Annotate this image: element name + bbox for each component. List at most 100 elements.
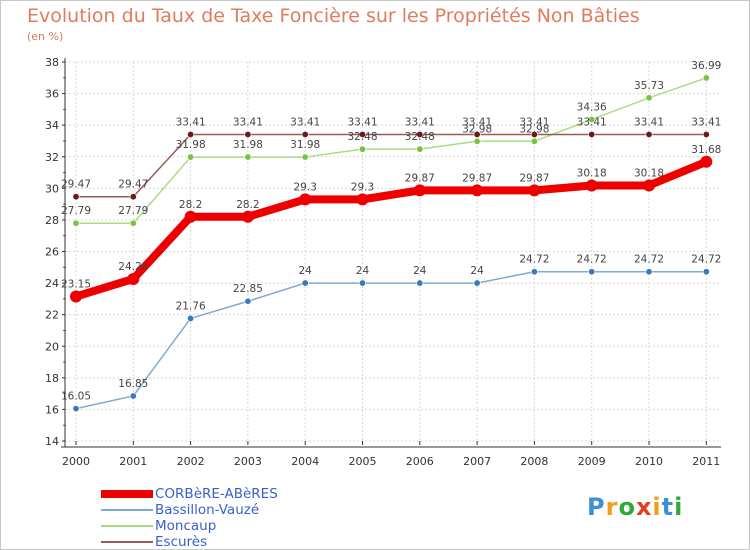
data-label-moncaup-2010: 35.73 (634, 80, 664, 92)
data-label-moncaup-2011: 36.99 (691, 60, 721, 72)
legend-swatch-bassillon (101, 509, 153, 511)
data-label-escures-2009: 33.41 (577, 116, 607, 128)
y-tick-label-38: 38 (45, 56, 59, 69)
point-escures-2006 (416, 130, 424, 138)
legend-item-moncaup: Moncaup (101, 518, 361, 534)
series-line-moncaup (76, 77, 707, 224)
data-label-moncaup-2004: 31.98 (290, 139, 320, 151)
data-label-bassillon-2009: 24.72 (577, 254, 607, 266)
y-tick-label-36: 36 (45, 88, 59, 101)
point-moncaup-2011 (702, 74, 710, 82)
point-corbere-2011 (700, 155, 713, 168)
data-label-bassillon-2010: 24.72 (634, 254, 664, 266)
data-label-moncaup-2008: 32.98 (519, 123, 549, 135)
legend-label-bassillon: Bassillon-Vauzé (155, 502, 260, 518)
point-bassillon-2001 (129, 392, 137, 400)
data-label-corbere-2010: 30.18 (634, 167, 664, 179)
series-line-bassillon (75, 270, 707, 410)
series-layer (70, 74, 713, 413)
proxiti-logo: Proxiti (587, 493, 683, 521)
data-label-bassillon-2000: 16.05 (61, 391, 91, 403)
point-escures-2004 (301, 130, 309, 138)
point-escures-2001 (129, 193, 137, 201)
data-label-bassillon-2005: 24 (356, 265, 370, 277)
data-label-bassillon-2001: 16.85 (118, 378, 148, 390)
point-bassillon-2010 (645, 268, 653, 276)
data-label-bassillon-2006: 24 (413, 265, 427, 277)
point-moncaup-2000 (72, 219, 80, 227)
y-tick-label-28: 28 (45, 214, 59, 227)
point-corbere-2004 (299, 193, 312, 206)
x-tick-label-2008: 2008 (520, 455, 548, 468)
logo-letter: o (618, 493, 636, 521)
data-label-escures-2008: 33.41 (519, 116, 549, 128)
data-label-escures-2004: 33.41 (290, 116, 320, 128)
y-tick-label-24: 24 (45, 277, 59, 290)
point-corbere-2000 (70, 290, 82, 303)
data-label-escures-2010: 33.41 (634, 116, 664, 128)
data-label-corbere-2005: 29.3 (351, 181, 374, 193)
y-tick-label-16: 16 (45, 403, 59, 416)
x-tick-label-2006: 2006 (406, 455, 434, 468)
x-tick-label-2009: 2009 (578, 455, 606, 468)
point-bassillon-2003 (244, 297, 252, 305)
data-label-bassillon-2007: 24 (470, 265, 484, 277)
point-bassillon-2000 (72, 405, 80, 413)
data-label-corbere-2009: 30.18 (577, 167, 607, 179)
data-label-moncaup-2009: 34.36 (577, 101, 607, 113)
x-tick-label-2003: 2003 (234, 455, 262, 468)
point-moncaup-2002 (187, 153, 195, 161)
data-label-corbere-2008: 29.87 (519, 172, 549, 184)
y-tick-label-22: 22 (45, 309, 59, 322)
data-label-moncaup-2005: 32.48 (347, 131, 377, 143)
point-escures-2008 (530, 130, 538, 138)
data-label-moncaup-2002: 31.98 (176, 139, 206, 151)
point-escures-2000 (72, 193, 80, 201)
y-tick-label-20: 20 (45, 340, 59, 353)
point-moncaup-2006 (416, 145, 424, 153)
logo-letter: t (661, 493, 675, 521)
point-moncaup-2003 (244, 153, 252, 161)
data-label-corbere-2006: 29.87 (405, 172, 435, 184)
x-tick-label-2000: 2000 (62, 455, 90, 468)
logo-letter: x (635, 493, 653, 521)
data-label-corbere-2004: 29.3 (294, 181, 317, 193)
point-escures-2003 (244, 130, 252, 138)
point-escures-2009 (588, 130, 596, 138)
point-escures-2002 (187, 130, 195, 138)
point-bassillon-2009 (588, 268, 596, 276)
data-label-bassillon-2002: 21.76 (176, 300, 206, 312)
logo-letter: i (652, 493, 662, 521)
data-label-moncaup-2006: 32.48 (405, 131, 435, 143)
legend-swatch-escures (101, 541, 153, 543)
y-tick-label-34: 34 (45, 119, 59, 132)
point-bassillon-2008 (530, 268, 538, 276)
point-corbere-2007 (471, 184, 484, 197)
logo-letter: i (674, 493, 684, 521)
y-tick-label-14: 14 (45, 435, 59, 448)
unit-label: (en %) (27, 30, 64, 43)
point-moncaup-2009 (588, 115, 596, 123)
series-line-escures (76, 133, 707, 198)
point-escures-2010 (645, 130, 653, 138)
data-label-moncaup-2003: 31.98 (233, 139, 263, 151)
point-moncaup-2005 (358, 145, 366, 153)
point-moncaup-2004 (301, 153, 309, 161)
point-escures-2007 (473, 130, 481, 138)
point-bassillon-2002 (187, 314, 195, 322)
x-tick-label-2005: 2005 (349, 455, 377, 468)
x-tick-label-2002: 2002 (177, 455, 205, 468)
data-label-bassillon-2003: 22.85 (233, 283, 263, 295)
x-tick-label-2007: 2007 (463, 455, 491, 468)
data-label-escures-2000: 29.47 (61, 179, 91, 191)
data-label-corbere-2007: 29.87 (462, 172, 492, 184)
y-tick-label-26: 26 (45, 246, 59, 259)
axes: 14 16 18 20 22 24 26 28 30 32 34 36 38 2000 2001 2002 20… (45, 56, 721, 468)
point-escures-2005 (358, 130, 366, 138)
logo-letter: P (587, 493, 606, 521)
x-tick-label-2010: 2010 (635, 455, 663, 468)
data-label-escures-2007: 33.41 (462, 116, 492, 128)
data-label-escures-2011: 33.41 (691, 116, 721, 128)
point-moncaup-2010 (645, 94, 653, 102)
